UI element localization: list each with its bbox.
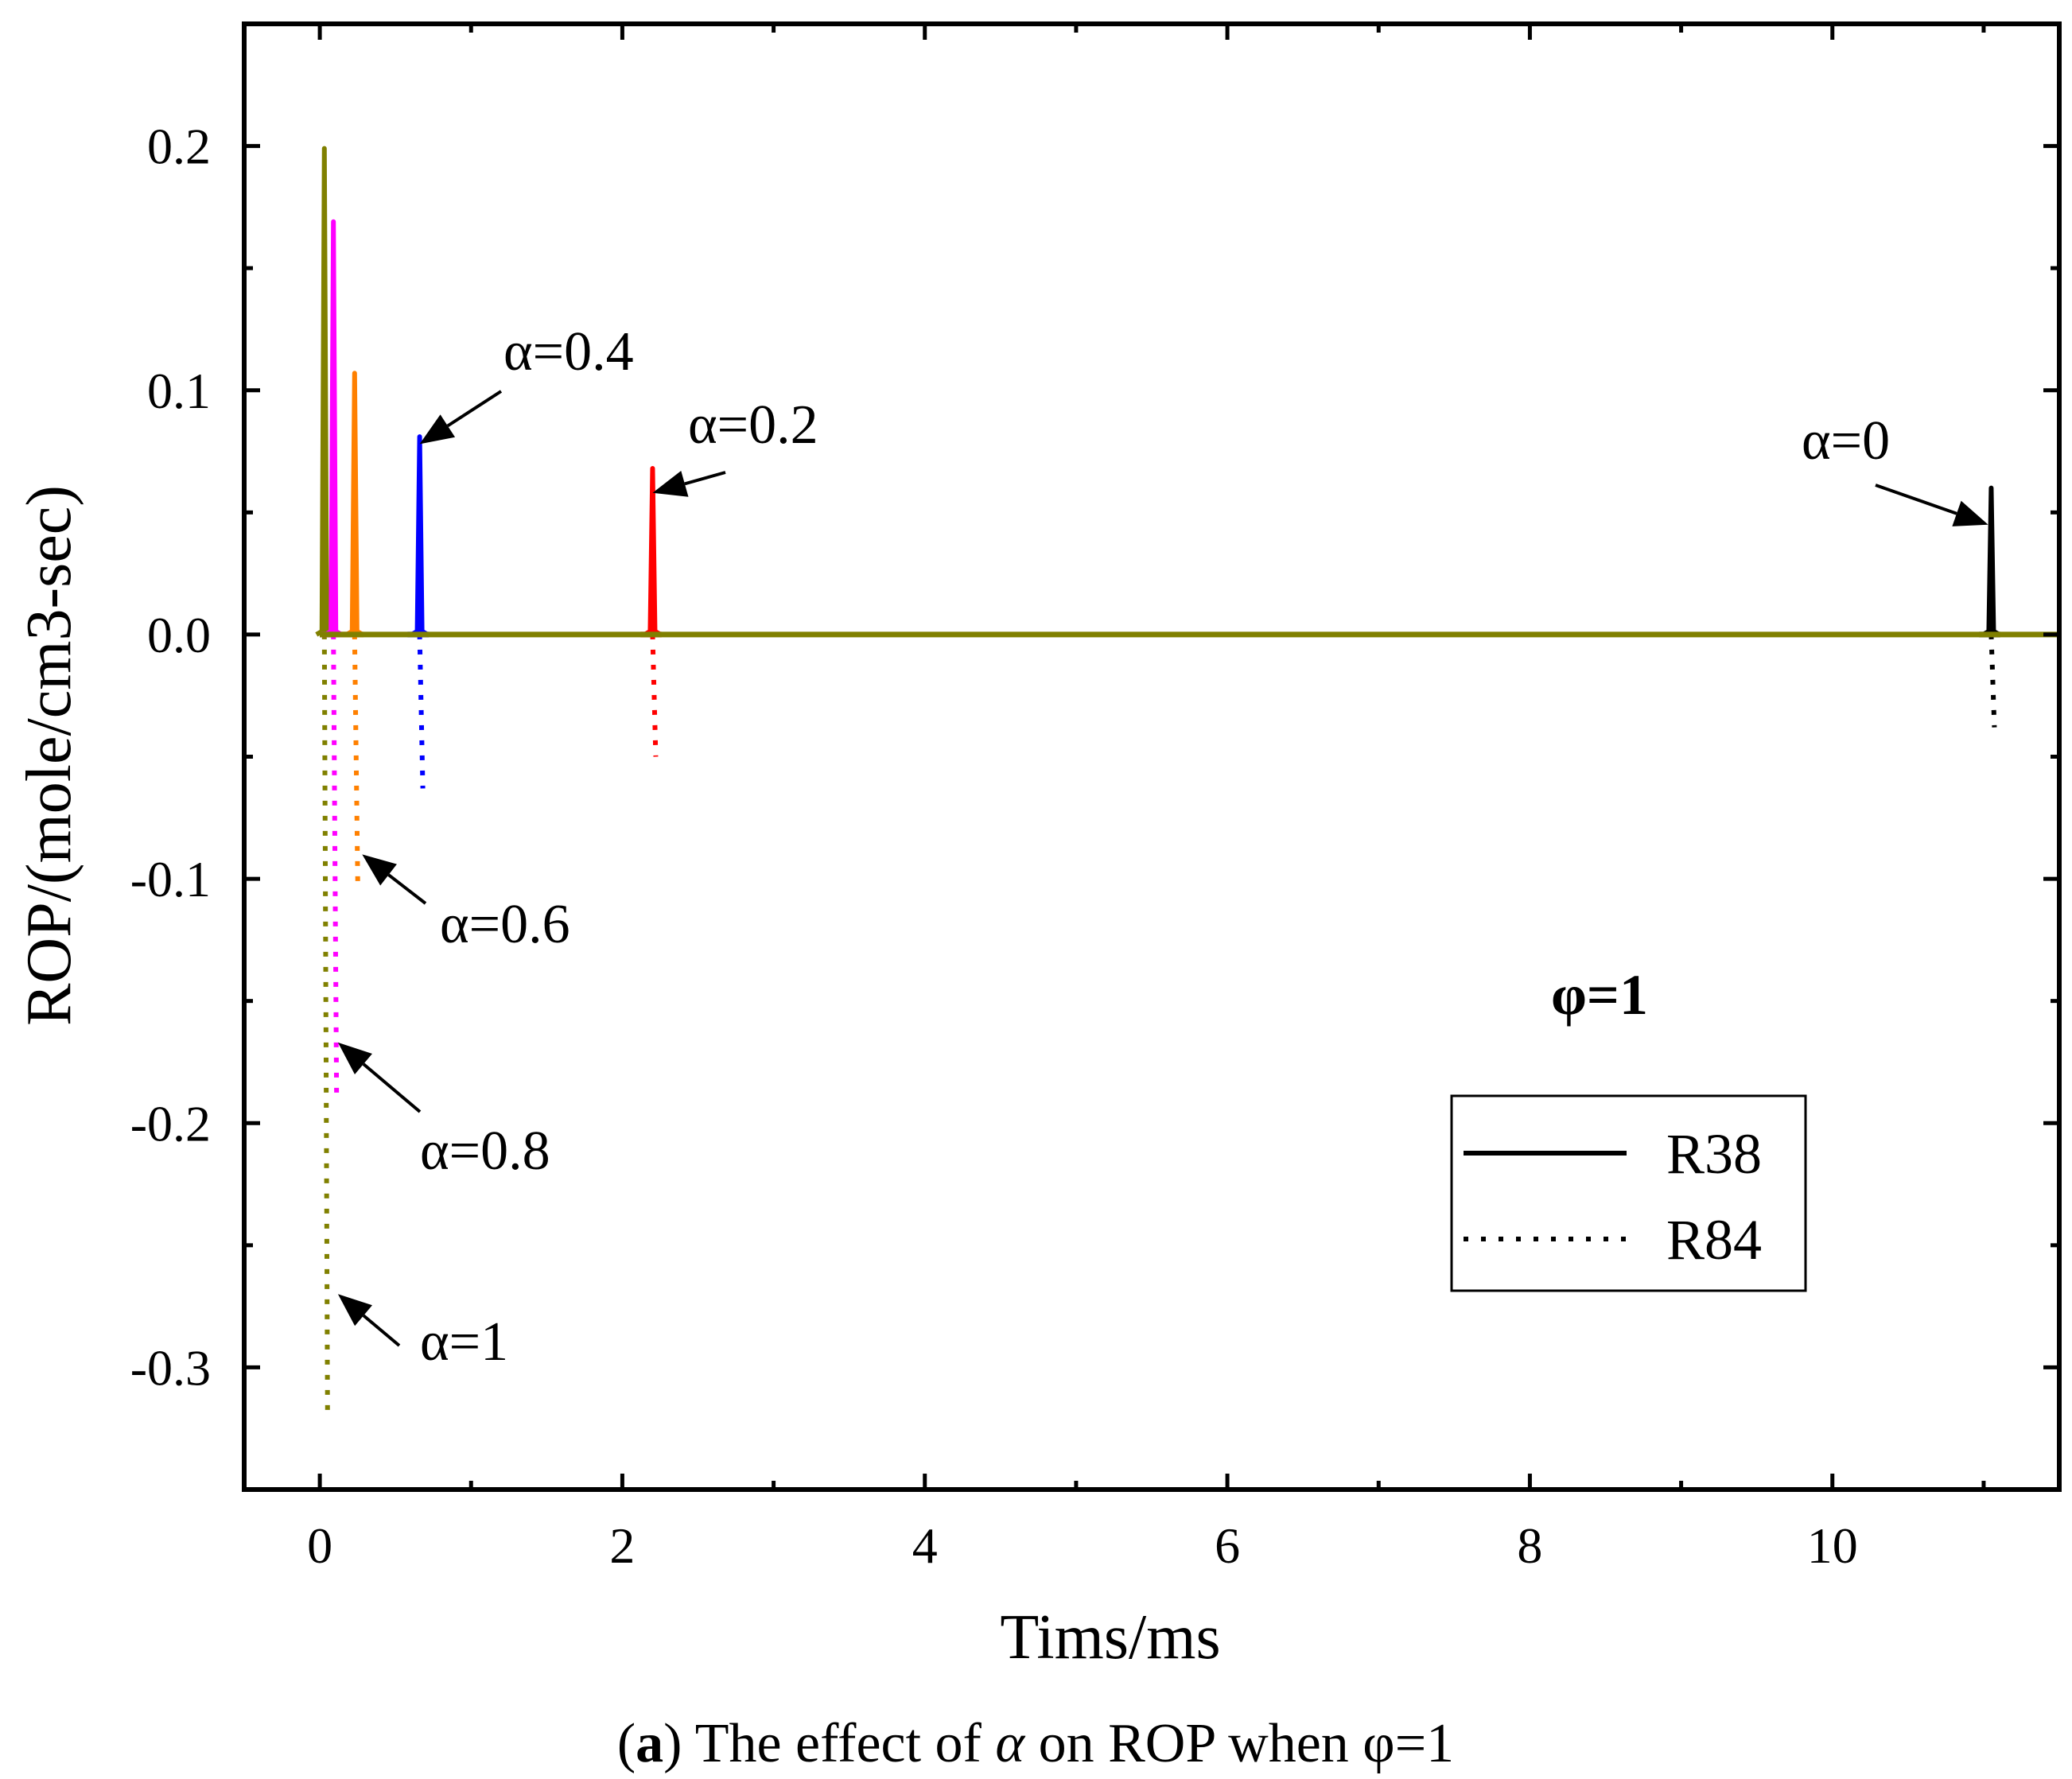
- r84-dip: [417, 634, 426, 789]
- y-axis-title: ROP/(mole/cm3-sec): [14, 485, 84, 1026]
- annotation-arrow-head: [1952, 500, 1988, 526]
- x-tick-label: 0: [307, 1517, 332, 1574]
- legend-r84-label: R84: [1666, 1208, 1762, 1272]
- r84-dip: [331, 634, 340, 1099]
- legend-r38-label: R38: [1666, 1122, 1762, 1186]
- series-layer: [315, 146, 2057, 1412]
- y-tick-label: -0.2: [130, 1095, 211, 1152]
- annotation-arrow-head: [652, 471, 689, 497]
- annotation-label: α=1: [420, 1311, 508, 1373]
- x-tick-label: 2: [609, 1517, 635, 1574]
- annotation-label: α=0.4: [503, 321, 634, 383]
- x-tick-label: 8: [1517, 1517, 1542, 1574]
- y-tick-label: -0.3: [130, 1339, 211, 1396]
- annotation-arrow-head: [362, 854, 397, 886]
- annotation-label: α=0.2: [688, 394, 818, 456]
- annotation-arrow-head: [337, 1294, 373, 1326]
- legend-box: [1450, 1094, 1807, 1292]
- y-tick-label: 0.2: [147, 118, 211, 175]
- caption-label: a: [636, 1713, 663, 1774]
- caption-text-after: on ROP when φ=1: [1024, 1713, 1454, 1774]
- r84-dip: [650, 634, 659, 757]
- annotation-arrow-shaft: [362, 1314, 401, 1347]
- y-tick-label: 0.1: [147, 363, 211, 419]
- y-tick-label: 0.0: [147, 607, 211, 663]
- caption-text-before: The effect of: [682, 1713, 995, 1774]
- figure-caption: (a) The effect of α on ROP when φ=1: [617, 1713, 1454, 1774]
- annotation-arrow-shaft: [446, 390, 503, 428]
- annotation-arrow-head: [419, 414, 456, 445]
- annotation-label: α=0.6: [440, 894, 570, 955]
- phi-label: φ=1: [1551, 963, 1648, 1027]
- annotation-arrow-shaft: [387, 873, 427, 905]
- annotations-layer: α=0.4 α=0.2 α=0 α=0.6 α=0.8 α=1: [337, 321, 1988, 1373]
- r84-dip: [1988, 634, 1997, 728]
- x-axis-title: Tims/ms: [1000, 1602, 1220, 1672]
- y-tick-label: -0.1: [130, 851, 211, 907]
- annotation-label: α=0.8: [420, 1121, 550, 1182]
- legend: R38 R84: [1450, 1094, 1807, 1292]
- annotation-arrow-shaft: [362, 1062, 422, 1113]
- x-tick-label: 4: [912, 1517, 938, 1574]
- x-tick-label: 10: [1807, 1517, 1858, 1574]
- x-tick-label: 6: [1215, 1517, 1240, 1574]
- annotation-label: α=0: [1802, 410, 1890, 472]
- annotation-arrow-shaft: [1875, 484, 1957, 515]
- annotation-arrow-shaft: [684, 471, 726, 486]
- caption-symbol: α: [995, 1713, 1025, 1774]
- axes-layer: 0 2 4 6 8 10 -0.3 -0.2 -0.1 0.0 0.1 0.2: [130, 24, 2059, 1574]
- annotation-arrow-head: [337, 1042, 372, 1074]
